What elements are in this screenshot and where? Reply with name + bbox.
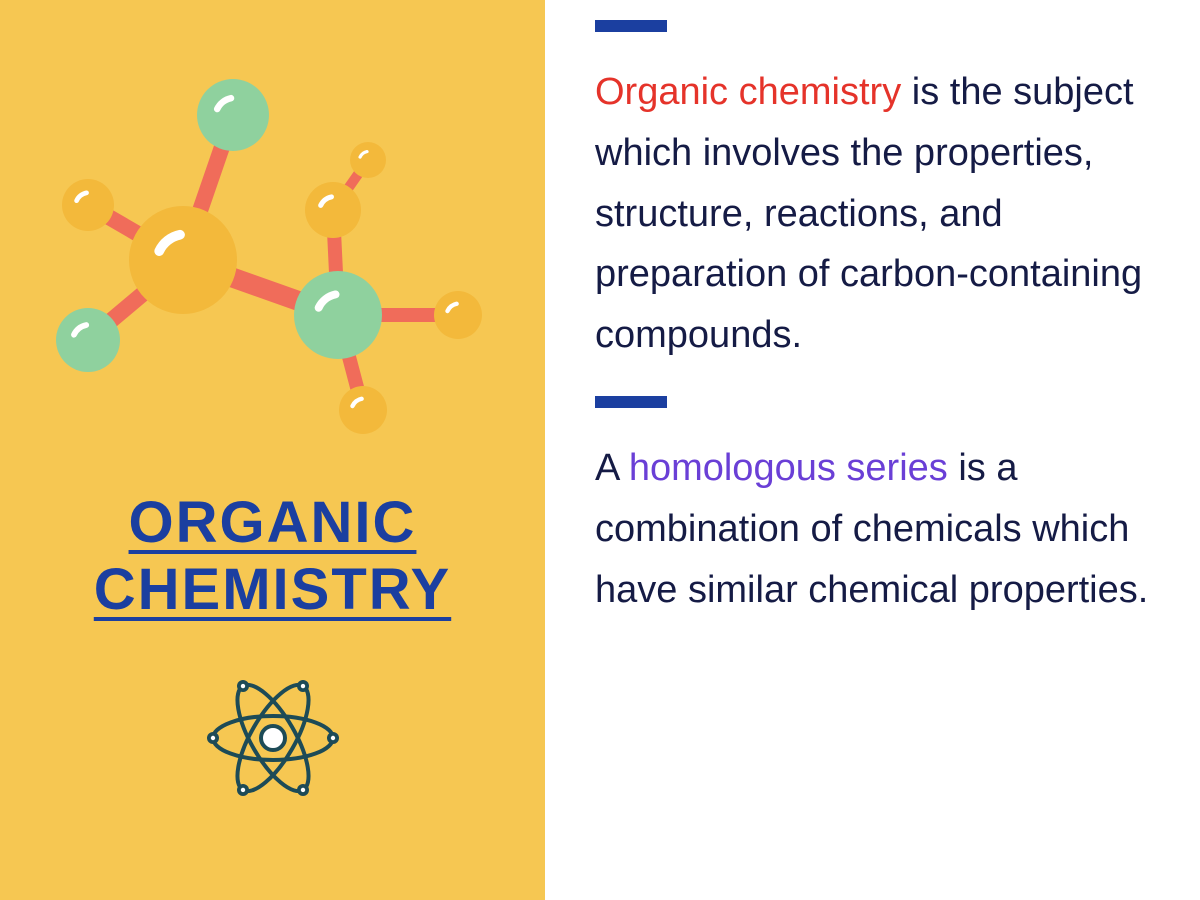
page-title: ORGANIC CHEMISTRY <box>94 490 451 623</box>
paragraph-2: A homologous series is a combination of … <box>595 438 1150 620</box>
title-line-1: ORGANIC <box>129 490 417 555</box>
right-panel: Organic chemistry is the subject which i… <box>545 0 1200 900</box>
accent-bar-top <box>595 20 667 32</box>
atom-icon <box>198 663 348 813</box>
highlight-organic-chemistry: Organic chemistry <box>595 71 901 113</box>
paragraph-1: Organic chemistry is the subject which i… <box>595 62 1150 366</box>
p2-pre: A <box>595 447 629 489</box>
left-panel: ORGANIC CHEMISTRY <box>0 0 545 900</box>
molecule-icon <box>53 60 493 460</box>
title-line-2: CHEMISTRY <box>94 557 451 622</box>
p1-rest: is the subject which involves the proper… <box>595 71 1142 356</box>
accent-bar-mid <box>595 396 667 408</box>
highlight-homologous-series: homologous series <box>629 447 948 489</box>
